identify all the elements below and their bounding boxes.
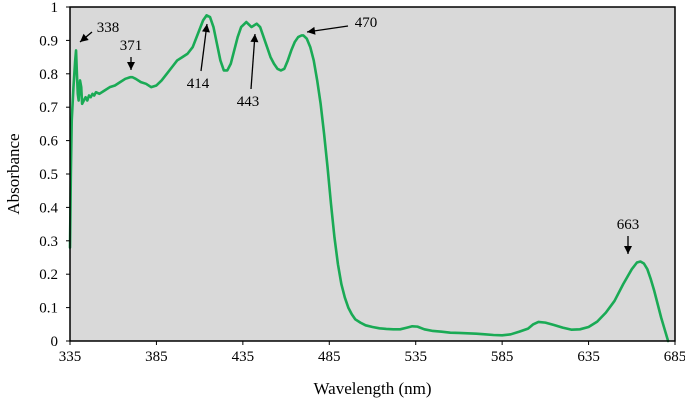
y-axis-title: Absorbance (4, 133, 23, 214)
peak-arrowhead-414 (202, 24, 210, 33)
peak-label-338: 338 (97, 20, 120, 36)
data-layer (68, 14, 670, 343)
peak-label-443: 443 (237, 94, 260, 110)
y-tick-label: 0.5 (39, 167, 58, 183)
peak-label-663: 663 (617, 217, 640, 233)
y-tick-label: 0.2 (39, 267, 58, 283)
x-tick-label: 585 (491, 349, 514, 365)
y-tick-label: 0.9 (39, 33, 58, 49)
peak-label-371: 371 (120, 38, 143, 54)
peak-arrowhead-371 (127, 62, 135, 70)
x-tick-label: 635 (577, 349, 600, 365)
y-tick-label: 0.6 (39, 134, 58, 150)
y-tick-label: 0.4 (39, 200, 58, 216)
x-tick-label: 485 (318, 349, 341, 365)
y-tick-label: 0 (51, 334, 59, 350)
x-tick-label: 385 (145, 349, 168, 365)
y-tick-label: 0.7 (39, 100, 58, 116)
peak-arrowhead-338 (80, 33, 89, 42)
x-tick-label: 435 (232, 349, 255, 365)
plot-area (70, 7, 675, 341)
x-tick-label: 685 (664, 349, 685, 365)
y-tick-label: 0.8 (39, 67, 58, 83)
peak-arrowhead-470 (307, 26, 316, 35)
peak-arrowhead-443 (250, 34, 259, 43)
y-tick-label: 0.1 (39, 301, 58, 317)
tick-layer: 335 385 435 485 535 585 635 685 0 0.1 0.2 0.3 0.4 0.5… (39, 0, 685, 365)
x-axis-title: Wavelength (nm) (313, 379, 431, 398)
x-tick-label: 335 (59, 349, 82, 365)
peak-label-470: 470 (355, 15, 378, 31)
peak-arrowhead-663 (624, 246, 632, 254)
peak-label-414: 414 (187, 76, 210, 92)
peak-arrow-443 (250, 33, 256, 90)
y-tick-label: 0.3 (39, 234, 58, 250)
x-tick-label: 535 (404, 349, 427, 365)
series-line-0 (68, 14, 670, 343)
y-tick-label: 1 (51, 0, 59, 16)
